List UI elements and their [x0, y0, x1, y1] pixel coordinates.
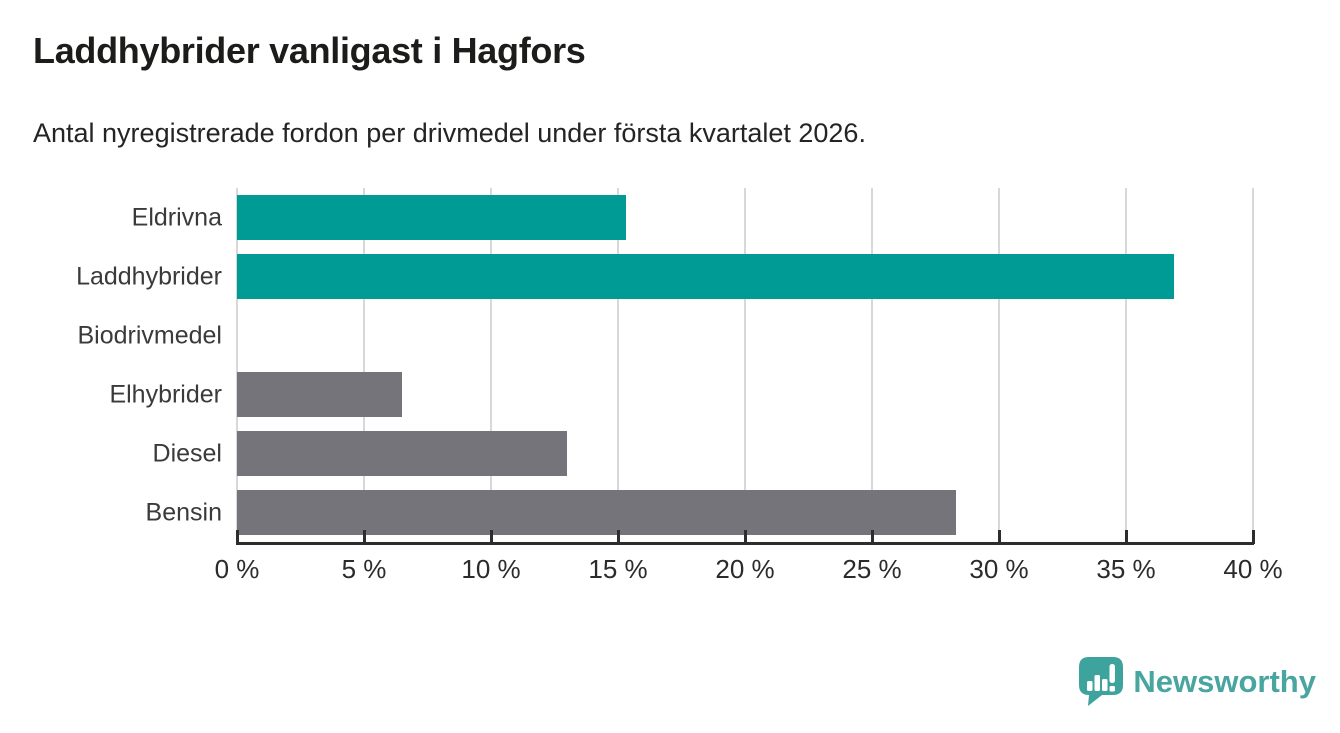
bar-row: Biodrivmedel	[77, 306, 1253, 365]
x-tick-label: 25 %	[842, 554, 902, 584]
category-label: Laddhybrider	[76, 262, 222, 290]
x-tick-mark	[362, 530, 366, 544]
x-tick-label: 5 %	[341, 554, 387, 584]
plot-area: Eldrivna Laddhybrider Biodrivmedel Elhybrid…	[76, 188, 1254, 542]
category-label: Bensin	[145, 498, 222, 526]
x-tick-label: 10 %	[461, 554, 521, 584]
bar-row: Eldrivna	[132, 188, 1253, 247]
x-tick-mark	[1251, 530, 1255, 544]
x-tick-mark	[616, 530, 620, 544]
gridline	[744, 188, 746, 542]
x-tick-mark	[489, 530, 493, 544]
x-tick-mark	[997, 530, 1001, 544]
bar-row: Elhybrider	[109, 365, 1253, 424]
x-axis: 0 % 5 % 10 % 15 % 20 % 25 % 30 % 35 % 40 %	[215, 530, 1283, 592]
bar-row: Laddhybrider	[76, 247, 1253, 306]
gridline	[871, 188, 873, 542]
category-label: Diesel	[152, 439, 222, 467]
x-tick-label: 0 %	[214, 554, 260, 584]
x-tick-mark	[870, 530, 874, 544]
newsworthy-bubble-chart-icon	[1079, 657, 1124, 706]
category-label: Eldrivna	[131, 203, 222, 231]
category-label: Elhybrider	[109, 380, 222, 408]
x-tick-label: 15 %	[588, 554, 648, 584]
bar	[237, 431, 568, 476]
bar	[237, 195, 626, 240]
x-tick-mark	[1124, 530, 1128, 544]
bar	[237, 490, 956, 535]
category-label: Biodrivmedel	[77, 321, 222, 349]
x-tick-label: 30 %	[969, 554, 1029, 584]
bar-row: Diesel	[153, 424, 1253, 483]
x-tick-mark	[235, 530, 239, 544]
gridline	[617, 188, 619, 542]
gridline	[998, 188, 1000, 542]
x-tick-label: 20 %	[715, 554, 775, 584]
bar-row: Bensin	[146, 483, 1253, 542]
gridline	[490, 188, 492, 542]
chart-title: Laddhybrider vanligast i Hagfors	[33, 30, 586, 71]
bar	[237, 254, 1175, 299]
newsworthy-logo-text: Newsworthy	[1133, 663, 1316, 699]
chart-subtitle: Antal nyregistrerade fordon per drivmede…	[33, 118, 866, 148]
x-tick-mark	[743, 530, 747, 544]
gridline	[1252, 188, 1254, 542]
bar	[237, 372, 403, 417]
gridline	[1125, 188, 1127, 542]
x-tick-label: 40 %	[1223, 554, 1283, 584]
newsworthy-logo: Newsworthy	[1079, 657, 1316, 706]
gridline	[236, 188, 238, 542]
x-tick-label: 35 %	[1096, 554, 1156, 584]
gridline	[363, 188, 365, 542]
